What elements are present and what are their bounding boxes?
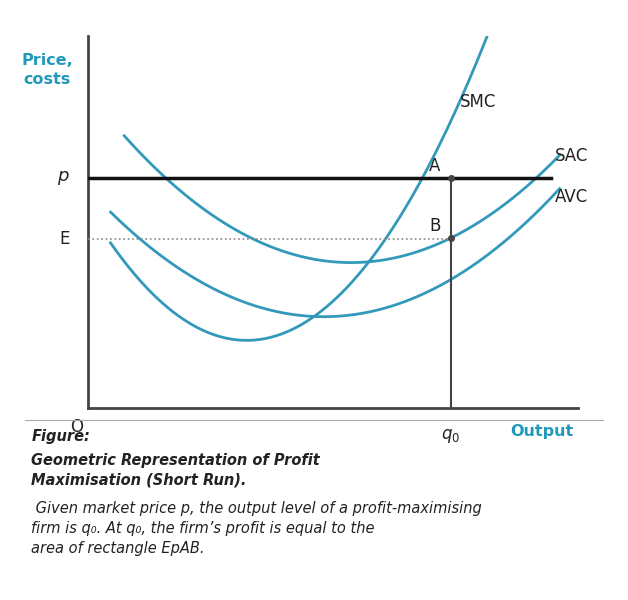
Text: A: A xyxy=(429,157,441,175)
Text: E: E xyxy=(60,230,70,248)
Text: SAC: SAC xyxy=(555,148,588,166)
Text: Figure:: Figure: xyxy=(31,429,90,444)
Text: AVC: AVC xyxy=(555,188,588,206)
Text: $q_0$: $q_0$ xyxy=(441,427,460,445)
Text: Price,
costs: Price, costs xyxy=(21,53,73,86)
Text: B: B xyxy=(429,217,441,235)
Text: SMC: SMC xyxy=(460,93,496,111)
Text: O: O xyxy=(70,418,83,436)
Text: $p$: $p$ xyxy=(57,169,70,187)
Text: Geometric Representation of Profit
Maximisation (Short Run).: Geometric Representation of Profit Maxim… xyxy=(31,453,320,488)
Text: Output: Output xyxy=(510,424,573,439)
Text: Given market price p, the output level of a profit-maximising
firm is q₀. At q₀,: Given market price p, the output level o… xyxy=(31,501,482,556)
